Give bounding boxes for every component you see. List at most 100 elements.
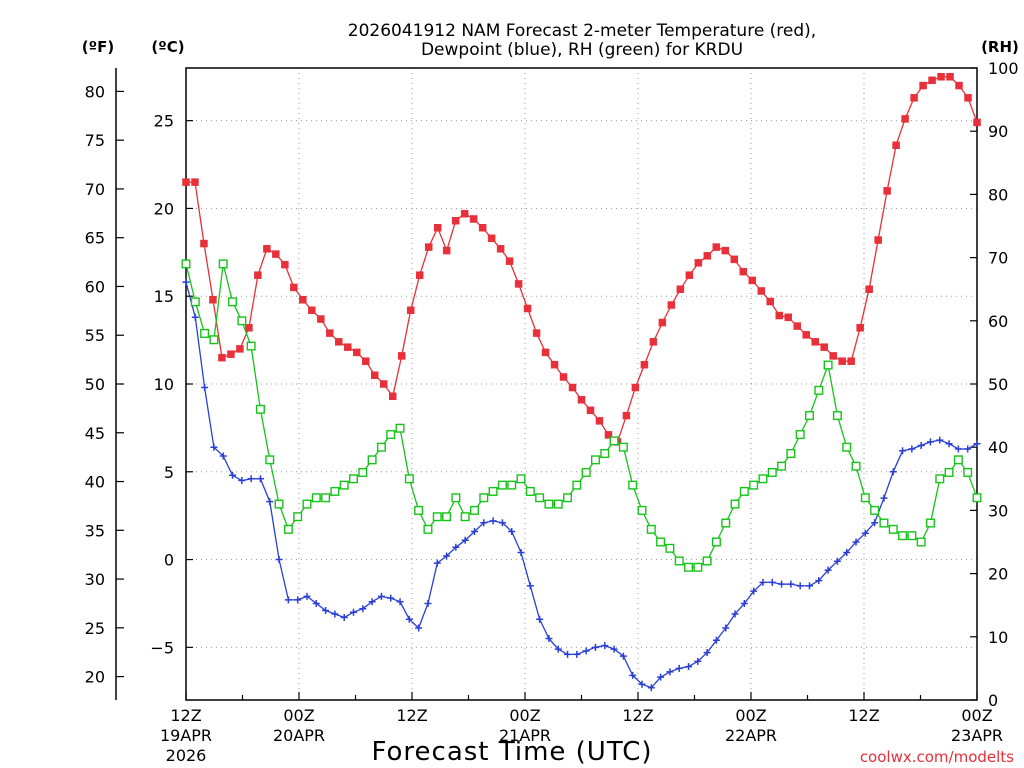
relative-humidity-point [711,537,721,547]
dewpoint-point [564,650,572,658]
dewpoint-point [526,582,534,590]
dewpoint-point [480,519,488,527]
2-meter-temperature-point [766,297,775,306]
dewpoint-point [768,578,776,586]
dewpoint-point [936,436,944,444]
2-meter-temperature-point [496,245,505,253]
relative-humidity-point [823,360,833,370]
2-meter-temperature-point [218,353,226,362]
relative-humidity-point [609,436,619,446]
x-tick-label-date: 19APR [160,726,212,745]
relative-humidity-point [665,543,675,553]
relative-humidity-point [246,341,256,351]
relative-humidity-point [739,486,749,496]
relative-humidity-point [330,486,340,496]
x-tick-label-time: 12Z [170,706,201,725]
fahrenheit-tick-label: 30 [85,570,105,589]
2-meter-temperature-point [532,329,541,337]
celsius-axis-unit: (ºC) [151,38,184,56]
dewpoint-point [750,587,758,595]
2-meter-temperature-point [263,245,271,253]
dewpoint-point [582,647,590,655]
dewpoint-point [498,519,506,527]
2-meter-temperature-point [290,283,298,292]
2-meter-temperature-point [775,311,783,320]
dewpoint-point [899,447,907,455]
2-meter-temperature-point [272,250,280,258]
dewpoint-point [973,440,981,448]
rh-tick-label: 40 [988,438,1008,457]
chart-title-line1: 2026041912 NAM Forecast 2-meter Temperat… [348,21,816,41]
relative-humidity-point [414,505,424,515]
x-tick-label-time: 12Z [848,706,879,725]
relative-humidity-point [916,537,926,547]
relative-humidity-point [274,499,284,509]
dewpoint-point [210,443,218,451]
fahrenheit-tick-label: 55 [85,326,105,345]
axes [115,67,978,701]
2-meter-temperature-point [667,301,676,309]
relative-humidity-point [758,474,768,484]
2-meter-temperature-point [460,209,469,218]
2-meter-temperature-point [910,94,918,102]
2-meter-temperature-point [622,411,631,420]
dewpoint-point [368,598,376,606]
rh-tick-label: 20 [988,565,1008,584]
relative-humidity-point [674,556,684,566]
dewpoint-point [954,445,962,453]
fahrenheit-tick-label: 80 [85,82,105,101]
2-meter-temperature-point [694,259,703,267]
2-meter-temperature-point [397,352,406,360]
relative-humidity-point [972,493,982,503]
relative-humidity-point [228,297,238,307]
relative-humidity-point [953,455,963,465]
relative-humidity-point [618,442,628,452]
fahrenheit-tick-label: 60 [85,277,105,296]
dewpoint-line [185,282,978,689]
dewpoint-point [638,680,646,688]
relative-humidity-point [925,518,935,528]
dewpoint-point [619,652,627,660]
2-meter-temperature-point [973,118,981,127]
dewpoint-point [675,664,683,672]
relative-humidity-point [200,328,210,338]
dewpoint-point [489,517,497,525]
dewpoint-point [377,592,385,600]
2-meter-temperature-point [191,178,199,186]
x-tick-label-date: 23APR [951,726,1003,745]
x-tick-label-date: 20APR [273,726,325,745]
2-meter-temperature-point [209,295,217,304]
rh-tick-label: 90 [988,122,1008,141]
dewpoint-point [470,527,478,535]
2-meter-temperature-point [245,324,253,332]
dewpoint-point [601,642,609,650]
2-meter-temperature-point [451,216,460,225]
2-meter-temperature-point [415,271,424,279]
relative-humidity-point [693,562,703,572]
relative-humidity-point [898,531,908,541]
2-meter-temperature-point [433,224,442,232]
2-meter-temperature-point [901,115,909,123]
relative-humidity-point [432,512,442,522]
dewpoint-point [629,671,637,679]
2-meter-temperature-point [928,76,936,85]
chart-title-line2: Dewpoint (blue), RH (green) for KRDU [421,40,743,60]
2-meter-temperature-point [631,383,640,392]
dewpoint-point [294,596,302,604]
relative-humidity-point [283,524,293,534]
relative-humidity-point [581,467,591,477]
dewpoint-point [443,552,451,560]
relative-humidity-point [255,404,265,414]
2-meter-temperature-point [371,371,379,379]
dewpoint-point [694,657,702,665]
2-meter-temperature-point [595,417,604,425]
celsius-tick-label: 15 [154,287,174,306]
dewpoint-point [731,610,739,618]
series-layer [181,73,982,692]
dewpoint-point [554,645,562,653]
dewpoint-point [657,673,665,681]
dewpoint-point [312,599,320,607]
tick-labels: 807570656055504540353025202520151050−510… [85,59,1019,765]
2-meter-temperature-point [919,81,927,90]
dewpoint-point [759,578,767,586]
